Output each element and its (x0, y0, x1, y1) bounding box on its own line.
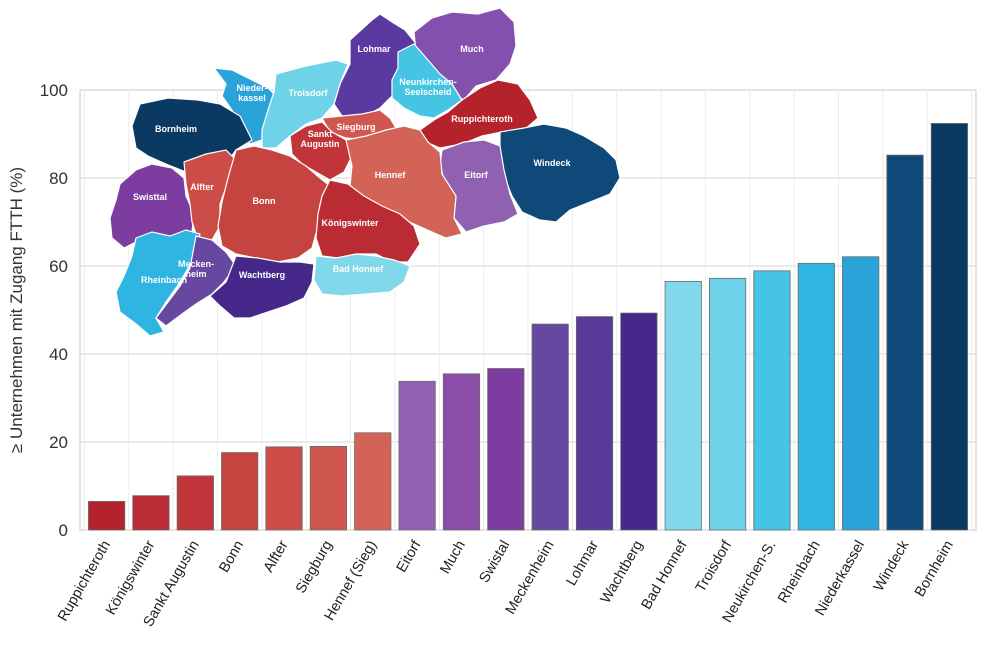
map-label: Alfter (190, 182, 214, 192)
y-tick-label: 100 (40, 81, 68, 100)
x-tick-label: Wachtberg (598, 538, 647, 606)
bar-neukirchen-s- (753, 270, 791, 531)
map-region-meckenheim (155, 235, 237, 327)
bar-windeck (886, 154, 924, 531)
map-label: Bad Honnef (333, 264, 385, 274)
map-region-bonn (217, 145, 331, 263)
bar-lohmar (575, 316, 614, 531)
map-label: Swisttal (133, 192, 167, 202)
map-label: Mecken-heim (178, 259, 214, 279)
map-labels: Lohmar Much Nieder-kassel Troisdorf Neunkirc… (133, 44, 571, 285)
y-tick-label: 80 (49, 169, 68, 188)
map-label: Lohmar (357, 44, 391, 54)
bar-alfter (265, 446, 303, 531)
y-tick-label: 0 (59, 521, 68, 540)
map-label: Ruppichteroth (451, 114, 513, 124)
bar-much (442, 373, 481, 531)
bar-ruppichteroth (88, 500, 126, 531)
x-tick-label: Windeck (871, 537, 913, 594)
map-label: Siegburg (336, 122, 375, 132)
map-label: Nieder-kassel (236, 83, 267, 103)
map-label: Much (460, 44, 484, 54)
y-tick-label: 20 (49, 433, 68, 452)
map-label: Eitorf (464, 170, 489, 180)
bar-eitorf (398, 380, 436, 531)
map-region-wachtberg (209, 255, 315, 319)
bar-rheinbach (797, 262, 835, 531)
bar-wachtberg (620, 312, 658, 531)
map-label: Sankt Augustin (301, 129, 340, 149)
map-label: Neunkirchen-Seelscheid (399, 77, 457, 97)
y-axis: 0 20 40 60 80 100 (40, 81, 68, 540)
map-region-windeck (499, 123, 621, 223)
bar-sankt-augustin (176, 475, 214, 531)
x-tick-label: Bonn (216, 538, 247, 575)
x-tick-label: Siegburg (293, 538, 336, 596)
x-tick-label: Swistal (476, 538, 513, 586)
bar-siegburg (309, 445, 347, 531)
bar-hennef-sieg- (354, 432, 392, 531)
x-tick-label: Bornheim (912, 538, 957, 600)
bar-niederkassel (842, 256, 880, 531)
map-label: Bonn (253, 196, 276, 206)
x-tick-label: Alfter (261, 538, 292, 575)
bar-troisdorf (709, 277, 747, 531)
x-tick-label: Bad Honnef (639, 537, 692, 612)
x-tick-label: Rheinbach (775, 538, 824, 606)
bar-königswinter (132, 495, 170, 531)
y-axis-title: ≥ Unternehmen mit Zugang FTTH (%) (7, 167, 26, 453)
map-region-bad-honnef (313, 253, 411, 297)
bar-swistal (487, 368, 525, 531)
map-label: Windeck (534, 158, 572, 168)
map-label: Troisdorf (288, 88, 328, 98)
x-tick-label: Eitorf (394, 537, 425, 575)
map-label: Hennef (375, 170, 407, 180)
region-map: Lohmar Much Nieder-kassel Troisdorf Neunkirc… (109, 7, 621, 337)
map-region-rheinbach (115, 229, 201, 337)
bar-bornheim (930, 123, 968, 531)
bar-bonn (221, 452, 259, 531)
x-tick-label: Much (437, 538, 469, 577)
map-region-troisdorf (261, 59, 349, 149)
bars (88, 123, 968, 531)
map-label: Wachtberg (239, 270, 285, 280)
map-region-neunkirchen-seelscheid (391, 43, 463, 119)
x-tick-label: Troisdorf (693, 537, 736, 595)
x-tick-label: Lohmar (564, 538, 603, 589)
bar-bad-honnef (664, 280, 702, 531)
y-tick-label: 40 (49, 345, 68, 364)
y-tick-label: 60 (49, 257, 68, 276)
map-label: Königswinter (321, 218, 378, 228)
map-label: Bornheim (155, 124, 197, 134)
bar-meckenheim (531, 323, 569, 531)
map-label: Rheinbach (141, 275, 187, 285)
